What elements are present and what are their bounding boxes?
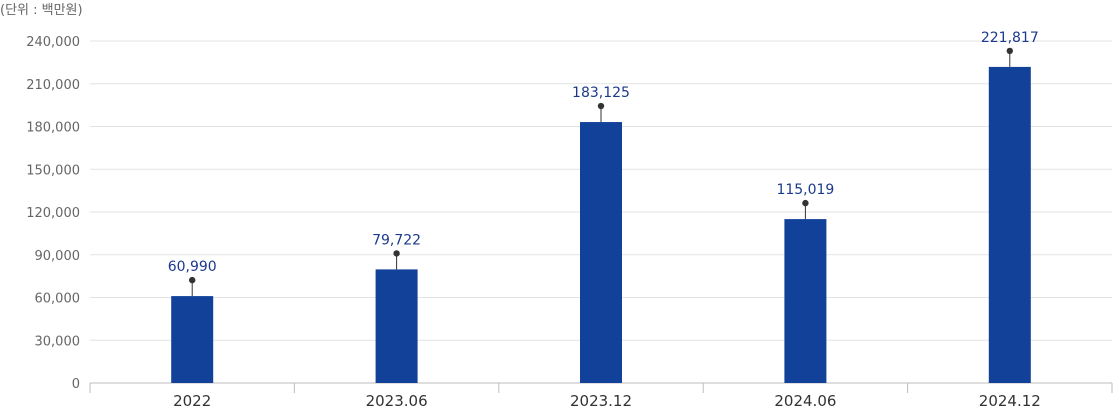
bars [171, 66, 1031, 384]
y-tick-label: 120,000 [26, 206, 80, 221]
leader-dot [189, 276, 196, 284]
y-tick-label: 90,000 [35, 249, 81, 264]
data-labels: 60,990 79,722 183,125 115,019 221,817 [168, 30, 1039, 297]
y-tick-label: 0 [72, 377, 80, 392]
data-label: 221,817 [981, 30, 1039, 46]
data-label: 183,125 [572, 85, 630, 101]
x-tick-label: 2023.12 [570, 392, 632, 410]
bar [784, 219, 827, 383]
leader-dot [393, 250, 400, 257]
y-tick-label: 180,000 [26, 121, 80, 136]
bar [580, 122, 622, 383]
x-tick-label: 2023.06 [366, 392, 428, 410]
y-tick-label: 30,000 [35, 334, 81, 349]
data-label: 79,722 [372, 232, 421, 248]
y-tick-label: 60,000 [35, 292, 81, 307]
bar [375, 269, 418, 383]
leader-dot [802, 199, 809, 207]
y-tick-label: 240,000 [26, 35, 80, 50]
x-tick-label: 2024.12 [979, 392, 1041, 410]
x-axis-ticks: 2022 2023.06 2023.12 2024.06 2024.12 [173, 392, 1041, 410]
data-label: 60,990 [168, 259, 217, 275]
data-label: 115,019 [776, 182, 834, 198]
leader-dot [597, 102, 605, 110]
y-tick-label: 150,000 [26, 163, 80, 178]
x-tick-label: 2022 [173, 392, 211, 410]
y-axis-ticks: 0 30,000 60,000 90,000 120,000 150,000 180,000… [26, 35, 80, 392]
unit-note: (단위 : 백만원) [0, 3, 83, 18]
x-tick-label: 2024.06 [774, 392, 836, 410]
bar [171, 296, 214, 383]
leader-dot [1006, 47, 1013, 55]
y-tick-label: 210,000 [26, 78, 80, 93]
bar [988, 66, 1031, 384]
